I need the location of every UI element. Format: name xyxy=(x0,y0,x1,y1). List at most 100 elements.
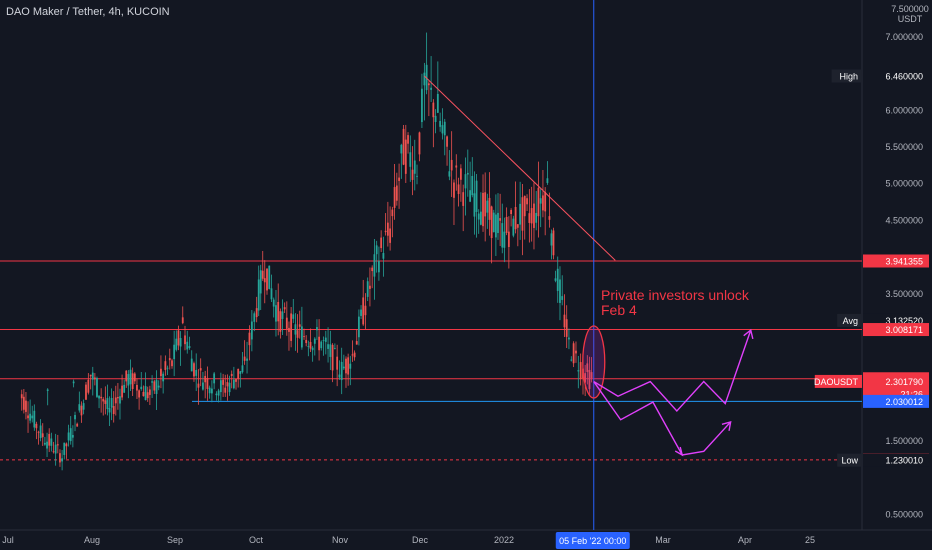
candle-body xyxy=(552,230,555,256)
candle-body xyxy=(384,230,387,233)
annotation-line-2: Feb 4 xyxy=(601,302,637,318)
candle-body xyxy=(441,125,444,134)
candle-body xyxy=(355,341,358,345)
candle-body xyxy=(510,210,513,215)
candle-body xyxy=(89,374,92,377)
candle-body xyxy=(477,213,480,220)
candle-body xyxy=(402,128,405,165)
candle-body xyxy=(197,383,200,388)
candle-body xyxy=(329,344,332,357)
candle-body xyxy=(450,159,453,171)
y-tick-label: 6.000000 xyxy=(885,105,923,115)
candle-body xyxy=(546,178,549,183)
candle-body xyxy=(318,336,320,351)
candle-body xyxy=(494,214,497,238)
candle-body xyxy=(164,361,167,370)
candle-body xyxy=(563,314,566,328)
candle-body xyxy=(535,212,538,223)
candle-body xyxy=(46,441,48,449)
candle-body xyxy=(539,198,542,204)
candle-body xyxy=(100,396,103,399)
candle-body xyxy=(65,443,68,447)
candle-body xyxy=(309,341,312,349)
candle-body xyxy=(382,253,385,259)
candle-body xyxy=(235,379,237,382)
candle-body xyxy=(519,203,522,225)
candle-body xyxy=(298,324,301,327)
candle-body xyxy=(56,444,59,446)
price-label-value: 6.460000 xyxy=(885,72,923,82)
candle-body xyxy=(31,415,34,419)
price-label-box xyxy=(863,394,929,408)
candle-body xyxy=(104,400,107,404)
candle-body xyxy=(87,379,90,393)
candle-body xyxy=(25,400,27,412)
candle-body xyxy=(358,316,360,338)
candle-body xyxy=(371,267,374,272)
candle-body xyxy=(78,404,81,411)
candle-body xyxy=(413,160,416,174)
candle-body xyxy=(311,347,314,351)
candle-body xyxy=(275,305,277,322)
price-label-name: High xyxy=(839,72,858,82)
candle-body xyxy=(427,83,430,86)
candle-body xyxy=(443,121,446,136)
candle-body xyxy=(336,356,339,370)
candle-body xyxy=(416,175,418,177)
candle-body xyxy=(327,344,329,349)
candle-body xyxy=(313,338,316,344)
price-label-name: DAOUSDT xyxy=(814,377,859,387)
price-label-name: Avg xyxy=(843,316,858,326)
candle-body xyxy=(512,218,515,236)
candle-body xyxy=(436,93,439,113)
candle-body xyxy=(423,72,426,86)
candle-body xyxy=(475,180,478,212)
price-label-tag xyxy=(814,374,862,388)
price-label-countdown: 21:26 xyxy=(900,389,923,399)
candle-body xyxy=(393,187,396,208)
price-axis-unit: 7.500000 USDT xyxy=(891,4,929,24)
candle-body xyxy=(561,296,564,300)
candle-body xyxy=(206,378,209,389)
x-tick-label: Oct xyxy=(249,535,264,545)
candle-body xyxy=(556,268,559,291)
x-tick-label: Jul xyxy=(2,535,14,545)
price-label-box xyxy=(863,69,929,83)
candle-body xyxy=(407,135,409,144)
candle-body xyxy=(93,377,96,380)
candle-body xyxy=(364,305,367,316)
candle-body xyxy=(91,372,94,380)
candle-body xyxy=(215,393,218,396)
candle-body xyxy=(52,451,55,453)
candle-body xyxy=(243,356,246,361)
candle-body xyxy=(181,317,184,324)
candle-body xyxy=(255,308,258,318)
candle-body xyxy=(171,360,173,367)
candle-body xyxy=(195,369,198,376)
candle-body xyxy=(448,171,451,177)
candle-body xyxy=(577,370,580,372)
candle-body xyxy=(270,288,273,300)
candle-body xyxy=(288,327,290,332)
candle-body xyxy=(503,231,506,248)
candle-body xyxy=(404,139,407,174)
candle-body xyxy=(294,324,297,335)
candle-body xyxy=(290,313,293,341)
candle-body xyxy=(586,363,589,373)
candle-body xyxy=(507,231,510,247)
candle-body xyxy=(514,206,517,230)
candle-body xyxy=(179,338,182,347)
candle-body xyxy=(160,368,162,377)
candle-body xyxy=(575,350,577,354)
candle-body xyxy=(455,165,458,168)
candle-body xyxy=(116,397,119,399)
candle-body xyxy=(162,373,165,382)
candle-body xyxy=(505,216,508,233)
candle-body xyxy=(469,190,472,202)
candle-body xyxy=(127,374,130,386)
candle-body xyxy=(353,352,356,358)
x-tick-label: 2022 xyxy=(494,535,514,545)
candle-body xyxy=(261,270,264,279)
